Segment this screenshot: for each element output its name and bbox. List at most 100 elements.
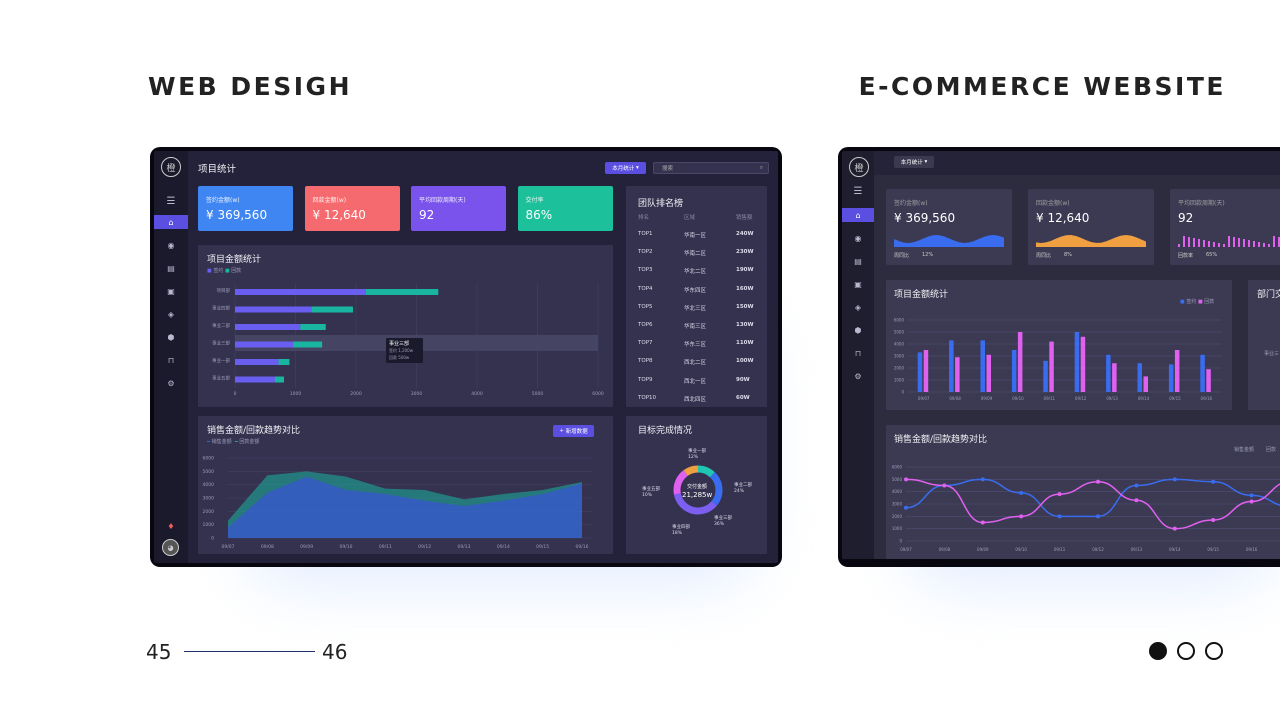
right-kpi-pct: 12% <box>922 252 934 258</box>
month-filter-button[interactable]: 本月统计 ▾ <box>605 162 646 174</box>
cube-icon[interactable]: ⬢ <box>167 332 175 342</box>
y-tick-label: 2000 <box>894 366 905 371</box>
rank-cell: TOP2 <box>638 249 653 256</box>
bag-icon[interactable]: ▣ <box>167 286 175 296</box>
team-rank-row[interactable]: TOP5 华北三区 150W <box>626 300 766 318</box>
pager-dot[interactable] <box>1177 642 1195 660</box>
right-kpi-value: ¥ 12,640 <box>1036 211 1090 225</box>
bar-returned <box>955 357 960 392</box>
bar-returned <box>311 306 353 313</box>
right-kpi-label: 回款金额(w) <box>1036 200 1070 207</box>
sparkline-bar <box>1218 243 1220 247</box>
right-cart-icon[interactable]: ⊓ <box>854 348 862 358</box>
right-kpi-card[interactable]: 签约金额(w) ¥ 369,560 周同比 12% <box>886 189 1012 265</box>
team-rank-row[interactable]: TOP9 西北一区 90W <box>626 373 766 391</box>
right-compass-icon[interactable]: ◉ <box>854 233 862 243</box>
team-rank-row[interactable]: TOP8 西北二区 100W <box>626 354 766 372</box>
sparkline-area <box>1036 235 1146 247</box>
team-rank-row[interactable]: TOP6 华南三区 130W <box>626 318 766 336</box>
right-document-icon[interactable]: ▤ <box>854 256 862 266</box>
rank-cell: 160W <box>736 285 754 292</box>
team-rank-row[interactable]: TOP2 华南二区 230W <box>626 245 766 263</box>
right-kpi-pct: 65% <box>1206 252 1218 258</box>
add-data-button[interactable]: + 新增数据 <box>553 425 594 437</box>
right-kpi-sparkline <box>894 235 1004 247</box>
sparkline-bar <box>1238 238 1240 247</box>
pager-dot-active[interactable] <box>1149 642 1167 660</box>
home-icon[interactable]: ⌂ <box>154 215 188 229</box>
y-tick-label: 1000 <box>892 526 903 531</box>
right-bag-icon[interactable]: ▣ <box>854 279 862 289</box>
menu-icon[interactable]: ☰ <box>166 195 176 207</box>
bar-returned <box>1143 376 1148 392</box>
right-cube-icon[interactable]: ⬢ <box>854 325 862 335</box>
right-bar-chart: 0 1000 2000 3000 4000 5000 6000 09/07 09/08 09/09… <box>894 318 1222 401</box>
settings-icon[interactable]: ⚙ <box>167 378 175 388</box>
right-layers-icon[interactable]: ◈ <box>854 302 862 312</box>
sparkline-bar <box>1178 244 1180 247</box>
team-rank-row[interactable]: TOP7 华东三区 110W <box>626 336 766 354</box>
point-sales <box>1134 483 1139 488</box>
cart-icon[interactable]: ⊓ <box>167 355 175 365</box>
sparkline-bar <box>1228 236 1230 247</box>
rank-cell: 华南一区 <box>684 233 707 239</box>
pager-dot[interactable] <box>1205 642 1223 660</box>
right-home-icon[interactable]: ⌂ <box>842 208 874 222</box>
right-menu-icon[interactable]: ☰ <box>853 185 863 197</box>
donut-label-name: 事业四部 <box>672 525 690 530</box>
right-dept-label: 事业三 <box>1264 351 1280 357</box>
search-input[interactable]: 搜索 ⌕ <box>653 162 769 174</box>
point-sales <box>1172 477 1177 482</box>
x-tick-label: 09/11 <box>379 544 392 550</box>
bar-signed <box>235 359 279 365</box>
rank-cell: 华北二区 <box>684 269 707 276</box>
rank-cell: 230W <box>736 249 754 256</box>
bar-signed <box>949 340 954 392</box>
left-title: WEB DESIGH <box>148 72 352 101</box>
document-icon[interactable]: ▤ <box>167 263 175 273</box>
team-rank-row[interactable]: TOP1 华南一区 240W <box>626 227 766 245</box>
point-sales <box>1019 490 1024 495</box>
donut-label-pct: 10% <box>642 493 653 498</box>
bar-signed <box>235 376 275 383</box>
sparkline-bar <box>1183 236 1185 247</box>
horizontal-bar-chart: 0 1000 2000 3000 4000 5000 6000 项目部事业四部事业二部事业三部… <box>212 283 604 397</box>
right-kpi-card[interactable]: 平均回款周期(天) 92 回款率 65% <box>1170 189 1280 265</box>
donut-label: 事业三部 36% <box>714 516 732 528</box>
team-rank-row[interactable]: TOP3 华北二区 190W <box>626 263 766 281</box>
rank-cell: TOP6 <box>638 322 653 328</box>
bar-signed <box>1011 350 1017 392</box>
team-rank-row[interactable]: TOP10 西北四区 60W <box>626 391 766 409</box>
right-month-filter-button[interactable]: 本月统计 ▾ <box>894 156 934 168</box>
kpi-card[interactable]: 交付率 86% <box>517 186 613 231</box>
area-sales <box>228 476 582 538</box>
bar-returned <box>274 376 285 383</box>
sparkline-area <box>894 235 1004 247</box>
right-device-frame: 橙 ☰ ⌂ ◉ ▤ ▣ ◈ ⬢ ⊓ ⚙ 本月统计 ▾ 项目金额统计 ■ 签约 ■… <box>838 147 1280 567</box>
x-tick-label: 09/09 <box>977 547 989 552</box>
team-rank-row[interactable]: TOP4 华东四区 160W <box>626 282 766 300</box>
bar-returned <box>923 350 929 392</box>
brand-logo: 橙 <box>161 157 181 177</box>
x-tick-label: 5000 <box>532 391 544 397</box>
bar-returned <box>1206 369 1211 392</box>
x-tick-label: 09/10 <box>1015 547 1027 552</box>
avatar[interactable]: ◕ <box>162 539 179 556</box>
kpi-card[interactable]: 签约金额(w) ¥ 369,560 <box>198 186 293 231</box>
bar-returned <box>1174 350 1180 392</box>
bar-signed <box>1043 360 1048 392</box>
donut-slice <box>697 465 715 478</box>
compass-icon[interactable]: ◉ <box>167 240 175 250</box>
rank-cell: 240W <box>736 231 754 237</box>
right-kpi-card[interactable]: 回款金额(w) ¥ 12,640 周同比 8% <box>1028 189 1154 265</box>
tooltip-title: 事业三部 <box>389 341 410 347</box>
layers-icon[interactable]: ◈ <box>167 309 175 319</box>
bell-icon[interactable]: ♦ <box>167 521 175 531</box>
donut-center-value: 21,285w <box>682 491 713 499</box>
bar-signed <box>1074 332 1080 392</box>
kpi-card[interactable]: 回款金额(w) ¥ 12,640 <box>304 186 400 231</box>
right-settings-icon[interactable]: ⚙ <box>854 371 862 381</box>
area-chart: 0 1000 2000 3000 4000 5000 6000 09/07 09/08 09/09… <box>203 456 592 550</box>
kpi-card[interactable]: 平均回款周期(天) 92 <box>411 186 506 231</box>
x-tick-label: 09/13 <box>1106 396 1118 401</box>
